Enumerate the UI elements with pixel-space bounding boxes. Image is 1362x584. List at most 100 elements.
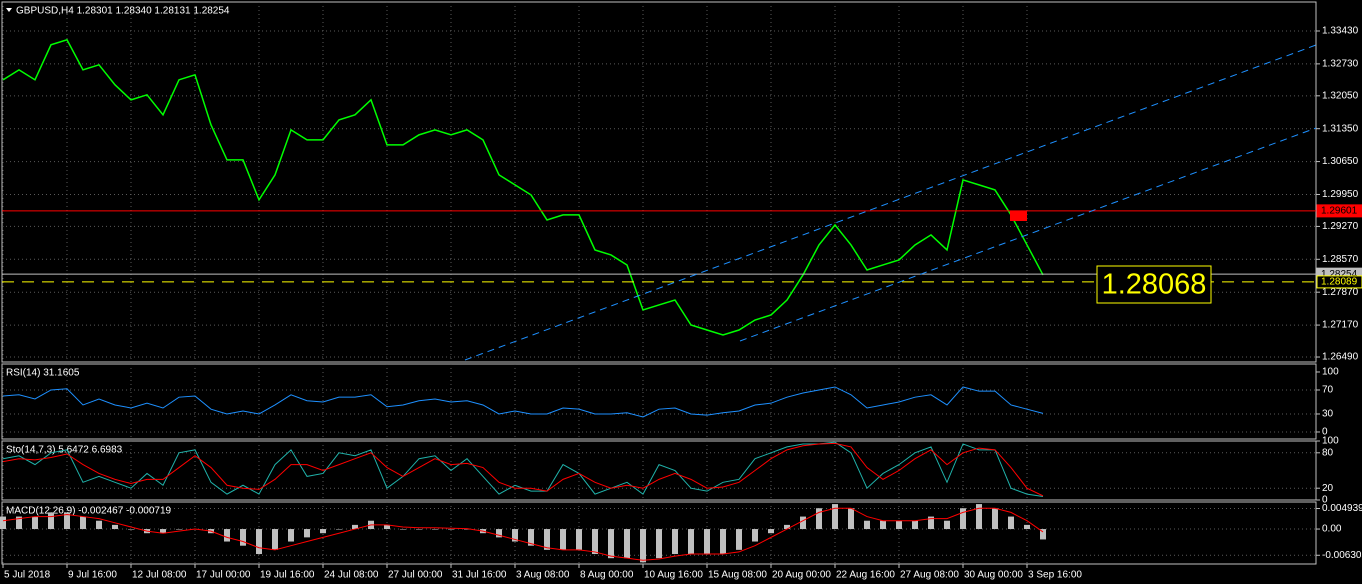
histogram-bar	[256, 529, 262, 555]
histogram-bar	[176, 529, 182, 530]
histogram-bar	[1008, 516, 1014, 530]
histogram-bar	[384, 524, 390, 530]
histogram-bar	[608, 529, 614, 559]
panel-frame	[1, 363, 1317, 440]
histogram-bar	[576, 529, 582, 550]
y-tick-label: 30	[1322, 409, 1334, 420]
price-label: 1.29601	[1321, 206, 1358, 217]
x-tick-label: 5 Jul 2018	[4, 570, 51, 581]
histogram-bar	[704, 529, 710, 555]
histogram-bar	[336, 529, 342, 530]
panel-title: RSI(14) 31.1605	[6, 368, 80, 379]
histogram-bar	[272, 529, 278, 550]
panel-title: GBPUSD,H4 1.28301 1.28340 1.28131 1.2825…	[16, 6, 230, 17]
histogram-bar	[320, 529, 326, 534]
histogram-bar	[656, 529, 662, 559]
histogram-bar	[352, 524, 358, 530]
price-label-box	[1316, 275, 1362, 289]
x-tick-label: 8 Aug 00:00	[580, 570, 634, 581]
marker	[1010, 211, 1027, 221]
histogram-bar	[0, 516, 6, 530]
series-line	[2, 38, 1044, 336]
histogram-bar	[976, 504, 982, 530]
histogram-bar	[448, 529, 454, 530]
histogram-bar	[992, 508, 998, 530]
y-tick-label: 0	[1322, 427, 1328, 438]
series-line	[2, 507, 1044, 561]
histogram-bar	[688, 529, 694, 555]
y-tick-label: 1.31350	[1322, 123, 1359, 134]
title-arrow	[6, 8, 12, 12]
histogram-bar	[800, 516, 806, 530]
histogram-bar	[288, 529, 294, 542]
histogram-bar	[816, 508, 822, 530]
histogram-bar	[160, 529, 166, 534]
histogram-bar	[48, 512, 54, 530]
histogram-bar	[32, 516, 38, 530]
x-tick-label: 31 Jul 16:00	[452, 570, 507, 581]
x-tick-label: 27 Aug 08:00	[900, 570, 959, 581]
histogram-bar	[720, 529, 726, 555]
histogram-bar	[80, 516, 86, 530]
series-line	[2, 386, 1044, 418]
y-tick-label: 100	[1322, 367, 1339, 378]
panel-frame	[1, 501, 1317, 565]
histogram-bar	[624, 529, 630, 559]
x-tick-label: 3 Sep 16:00	[1028, 570, 1082, 581]
histogram-bar	[528, 529, 534, 546]
x-tick-label: 19 Jul 16:00	[260, 570, 315, 581]
histogram-bar	[896, 520, 902, 530]
y-tick-label: 1.32050	[1322, 90, 1359, 101]
y-tick-label: 0.00	[1322, 524, 1342, 535]
x-tick-label: 22 Aug 16:00	[836, 570, 895, 581]
y-tick-label: 1.27870	[1322, 287, 1359, 298]
histogram-bar	[880, 520, 886, 530]
x-tick-label: 20 Aug 00:00	[772, 570, 831, 581]
y-tick-label: 20	[1322, 483, 1334, 494]
price-label: 1.28089	[1321, 277, 1358, 288]
histogram-bar	[832, 504, 838, 530]
x-tick-label: 15 Aug 08:00	[708, 570, 767, 581]
histogram-bar	[864, 520, 870, 530]
x-tick-label: 27 Jul 00:00	[388, 570, 443, 581]
y-tick-label: 1.30650	[1322, 156, 1359, 167]
histogram-bar	[400, 529, 406, 530]
panel-frame	[1, 440, 1317, 501]
y-tick-label: 1.27170	[1322, 320, 1359, 331]
histogram-bar	[128, 529, 134, 530]
y-tick-label: 1.26490	[1322, 352, 1359, 363]
histogram-bar	[592, 529, 598, 555]
histogram-bar	[928, 516, 934, 530]
x-tick-label: 17 Jul 00:00	[196, 570, 251, 581]
panel-title: MACD(12,26,9) -0.002467 -0.000719	[6, 506, 172, 517]
y-tick-label: 0.004939	[1322, 503, 1362, 514]
price-label-box	[1316, 204, 1362, 218]
y-tick-label: 1.29270	[1322, 221, 1359, 232]
channel-line	[739, 127, 1317, 342]
x-tick-label: 12 Jul 08:00	[132, 570, 187, 581]
histogram-bar	[560, 529, 566, 550]
histogram-bar	[432, 529, 438, 530]
y-tick-label: 80	[1322, 447, 1334, 458]
x-tick-label: 30 Aug 00:00	[964, 570, 1023, 581]
histogram-bar	[1040, 529, 1046, 540]
series-line	[2, 442, 1044, 497]
x-tick-label: 9 Jul 16:00	[68, 570, 117, 581]
histogram-bar	[304, 529, 310, 538]
y-tick-label: 70	[1322, 385, 1334, 396]
y-tick-label: 1.32730	[1322, 59, 1359, 70]
panel-frame	[1, 1, 1317, 363]
y-tick-label: 0	[1322, 495, 1328, 506]
histogram-bar	[464, 529, 470, 530]
histogram-bar	[736, 529, 742, 550]
y-tick-label: 100	[1322, 436, 1339, 447]
histogram-bar	[16, 516, 22, 530]
histogram-bar	[784, 524, 790, 530]
histogram-bar	[240, 529, 246, 546]
histogram-bar	[416, 529, 422, 530]
histogram-bar	[496, 529, 502, 538]
histogram-bar	[512, 529, 518, 542]
y-tick-label: 1.28570	[1322, 254, 1359, 265]
histogram-bar	[944, 520, 950, 530]
